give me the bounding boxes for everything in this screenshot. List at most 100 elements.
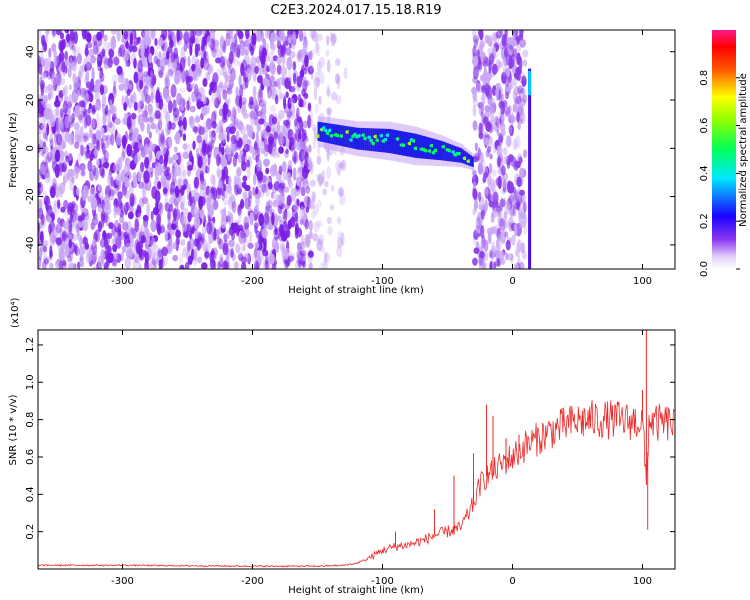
spectrogram-noise-speck [492, 261, 497, 269]
spectrogram-noise-speck [211, 120, 217, 129]
y-tick-label: 40 [25, 45, 36, 58]
spectrogram-noise-speck [251, 32, 257, 46]
spectrogram-noise-speck [227, 197, 232, 206]
spectrogram-noise-speck [247, 242, 254, 249]
spectrogram-noise-speck [67, 66, 72, 79]
spectrogram-noise-speck [482, 262, 487, 269]
spectrogram-noise-speck [292, 155, 297, 163]
spectrogram-noise-speck [219, 118, 223, 129]
spectrogram-noise-speck [116, 65, 123, 75]
spectrogram-noise-speck [506, 36, 514, 44]
spectrogram-noise-speck [148, 116, 154, 123]
spectrogram-noise-speck [78, 100, 86, 108]
spectrogram-noise-speck [130, 244, 136, 255]
spectrogram-noise-speck [101, 127, 105, 135]
spectrogram-noise-speck [124, 257, 131, 269]
spectrogram-noise-speck [230, 42, 237, 54]
spectrogram-noise-speck [120, 231, 125, 241]
spectrogram-noise-speck [55, 237, 63, 246]
spectrogram-noise-speck [276, 56, 282, 65]
spectrogram-noise-speck [226, 182, 232, 194]
spectrogram-noise-speck [186, 240, 191, 253]
spectrogram-noise-speck [509, 204, 515, 217]
spectrogram-noise-speck [491, 97, 496, 106]
spectrogram-noise-speck [265, 125, 272, 133]
spectrogram-noise-speck [307, 65, 314, 75]
spectrogram-noise-speck [491, 245, 495, 260]
spectrogram-noise-speck [59, 186, 63, 199]
spectrogram-noise-speck [158, 118, 163, 129]
spectrogram-signal-band [316, 68, 532, 269]
spectrogram-noise-speck [100, 210, 106, 222]
spectrogram-noise-speck [182, 143, 188, 150]
spectrogram-noise-speck [489, 153, 493, 160]
spectrogram-noise-speck [160, 142, 167, 155]
spectrogram-noise-speck [97, 203, 102, 213]
spectrogram-noise-speck [196, 64, 203, 77]
spectrogram-noise-speck [84, 108, 88, 117]
spectrogram-noise-speck [265, 201, 271, 210]
spectrogram-noise-speck [478, 239, 485, 254]
spectrogram-noise-speck [473, 193, 479, 200]
spectrogram-noise-speck [318, 176, 324, 185]
spectrogram-noise-speck [165, 50, 170, 60]
spectrogram-noise-speck [200, 57, 205, 69]
spectrogram-noise-speck [87, 212, 91, 226]
spectrogram-noise-speck [325, 49, 330, 57]
spectrogram-noise-speck [508, 216, 514, 228]
spectrogram-noise-speck [228, 126, 235, 135]
spectrogram-y-ticks: -40 -20 0 20 40 [25, 45, 675, 253]
spectrogram-noise-speck [194, 115, 201, 124]
spectrogram-noise-speck [241, 154, 246, 166]
spectrogram-noise-speck [65, 243, 69, 255]
spectrogram-noise-speck [509, 155, 517, 167]
spectrogram-noise-speck [336, 245, 343, 258]
spectrogram-noise-speck [131, 40, 137, 50]
spectrogram-noise-speck [102, 161, 110, 169]
spectrogram-noise-speck [515, 135, 521, 149]
spectrogram-noise-speck [310, 211, 316, 219]
spectrogram-noise-speck [265, 200, 271, 213]
spectrogram-noise-speck [514, 263, 519, 269]
spectrogram-noise-speck [49, 262, 54, 269]
spectrogram-noise-speck [206, 163, 211, 175]
signal-core [397, 130, 400, 155]
spectrogram-noise-speck [228, 51, 234, 64]
spectrogram-noise-speck [507, 181, 514, 194]
signal-core [471, 156, 474, 167]
spectrogram-noise-speck [100, 30, 105, 39]
spectrogram-noise-speck [477, 162, 483, 175]
spectrogram-noise-speck [261, 227, 268, 239]
spectrogram-noise-speck [287, 159, 293, 170]
spectrogram-noise-speck [40, 92, 45, 107]
spectrogram-noise-speck [223, 233, 228, 243]
spectrogram-noise-speck [71, 187, 76, 196]
spectrogram-noise-speck [260, 148, 266, 155]
spectrogram-noise-speck [42, 146, 49, 153]
spectrogram-noise-speck [86, 134, 90, 142]
spectrogram-noise-speck [494, 115, 499, 126]
spectrogram-noise-speck [491, 102, 497, 114]
spectrogram-noise-speck [47, 56, 51, 70]
spectrogram-noise-speck [306, 156, 312, 163]
spectrogram-noise-speck [273, 131, 278, 139]
spectrogram-noise-speck [220, 218, 227, 229]
spectrogram-noise-speck [252, 104, 260, 111]
spectrogram-noise-speck [129, 232, 133, 242]
spectrogram-noise-speck [273, 215, 279, 227]
spectrogram-noise-speck [165, 74, 170, 89]
spectrogram-noise-speck [291, 204, 297, 213]
spectrogram-noise-speck [68, 84, 72, 91]
spectrogram-noise-speck [482, 176, 487, 184]
spectrogram-noise-speck [287, 34, 293, 43]
spectrogram-noise-speck [500, 165, 506, 176]
colorbar: 0.0 0.2 0.4 0.6 0.8 Normalized spectral ampl… [699, 30, 749, 277]
spectrogram-noise-speck [91, 133, 96, 146]
spectrogram-noise-speck [248, 145, 255, 154]
spectrogram-noise-speck [76, 46, 81, 55]
spectrogram-noise-speck [326, 59, 331, 73]
spectrogram-noise-speck [300, 67, 304, 82]
spectrogram-noise-speck [96, 158, 100, 167]
spectrogram-noise-speck [133, 176, 138, 189]
spectrogram-noise-speck [277, 215, 283, 223]
